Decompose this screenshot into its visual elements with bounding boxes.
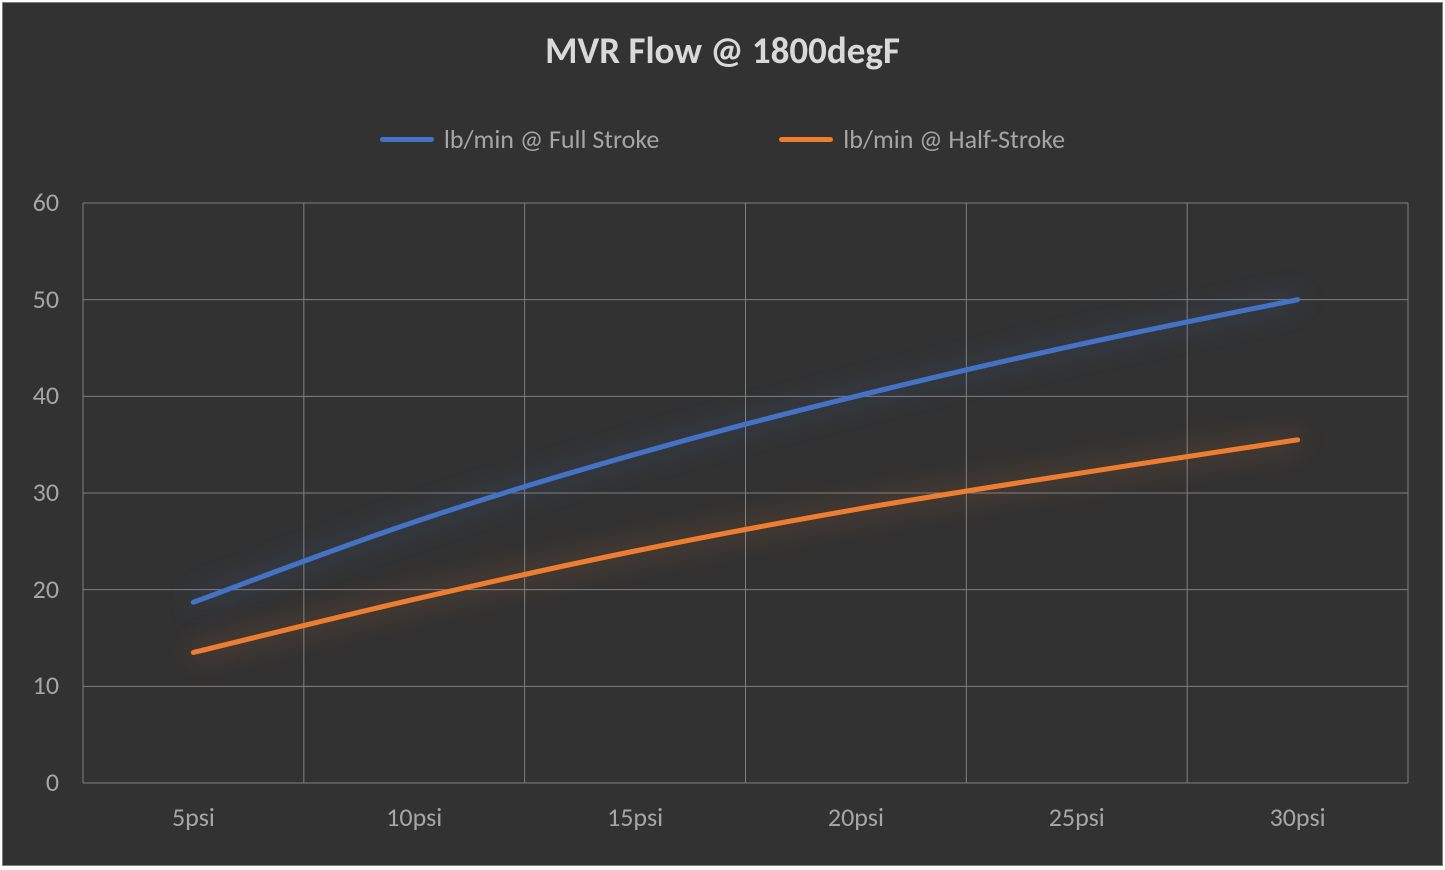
legend-label: lb/min @ Full Stroke xyxy=(444,123,659,155)
series-line[interactable] xyxy=(193,440,1297,653)
legend-item[interactable]: lb/min @ Full Stroke xyxy=(380,123,659,155)
series-line[interactable] xyxy=(193,300,1297,603)
legend-swatch xyxy=(779,137,833,142)
x-tick-label: 25psi xyxy=(1049,801,1105,833)
chart-container: MVR Flow @ 1800degF lb/min @ Full Stroke… xyxy=(2,2,1443,866)
legend-swatch xyxy=(380,137,434,142)
y-tick-label: 40 xyxy=(33,379,59,411)
x-tick-label: 15psi xyxy=(607,801,663,833)
y-tick-label: 10 xyxy=(33,669,59,701)
x-tick-label: 30psi xyxy=(1270,801,1326,833)
chart-legend: lb/min @ Full Stroke lb/min @ Half-Stroke xyxy=(3,123,1442,155)
chart-title: MVR Flow @ 1800degF xyxy=(3,28,1442,73)
legend-label: lb/min @ Half-Stroke xyxy=(843,123,1065,155)
x-tick-label: 20psi xyxy=(828,801,884,833)
x-tick-label: 5psi xyxy=(172,801,215,833)
series-glow xyxy=(193,440,1297,653)
y-tick-label: 0 xyxy=(46,766,59,798)
y-tick-label: 60 xyxy=(33,186,59,218)
legend-item[interactable]: lb/min @ Half-Stroke xyxy=(779,123,1065,155)
y-tick-label: 50 xyxy=(33,283,59,315)
series-glow xyxy=(193,300,1297,603)
y-tick-label: 20 xyxy=(33,573,59,605)
x-tick-label: 10psi xyxy=(386,801,442,833)
y-tick-label: 30 xyxy=(33,476,59,508)
